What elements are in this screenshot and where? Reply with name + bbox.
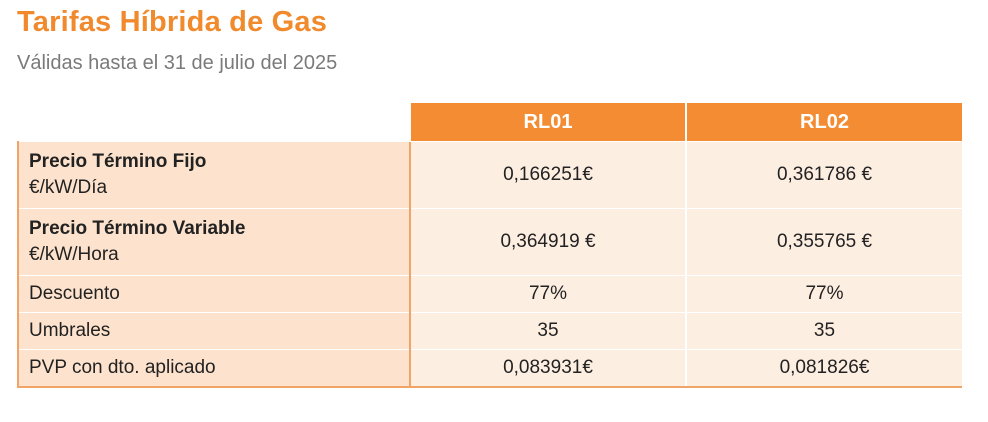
row-label: Precio Término Variable	[29, 218, 246, 239]
row-label: Umbrales	[17, 312, 411, 350]
table-header-empty	[18, 103, 410, 142]
cell-rl01: 0,364919 €	[409, 208, 686, 276]
cell-rl01: 35	[409, 312, 686, 350]
table-header-row: RL01 RL02	[18, 103, 962, 142]
cell-rl02: 0,081826€	[685, 349, 962, 388]
row-label: Precio Término Fijo	[29, 151, 207, 172]
cell-rl01: 0,083931€	[409, 349, 686, 388]
cell-rl02: 0,355765 €	[685, 208, 962, 276]
table-row-variable-term: Precio Término Variable €/kW/Hora 0,3649…	[17, 208, 962, 276]
tariff-table: RL01 RL02 Precio Término Fijo €/kW/Día 0…	[17, 103, 962, 388]
row-label: PVP con dto. aplicado	[17, 349, 411, 388]
row-unit: €/kW/Hora	[29, 244, 119, 265]
page-subtitle: Válidas hasta el 31 de julio del 2025	[17, 52, 338, 74]
cell-rl02: 0,361786 €	[685, 141, 962, 209]
cell-rl01: 77%	[409, 275, 686, 313]
row-label-cell: Precio Término Variable €/kW/Hora	[17, 208, 411, 276]
column-header-rl02: RL02	[685, 103, 962, 142]
table-row-fixed-term: Precio Término Fijo €/kW/Día 0,166251€ 0…	[17, 141, 962, 209]
cell-rl01: 0,166251€	[409, 141, 686, 209]
table-row-thresholds: Umbrales 35 35	[17, 312, 962, 350]
column-header-rl01: RL01	[409, 103, 686, 142]
page-title: Tarifas Híbrida de Gas	[17, 6, 328, 38]
row-label-cell: Precio Término Fijo €/kW/Día	[17, 141, 411, 209]
cell-rl02: 35	[685, 312, 962, 350]
cell-rl02: 77%	[685, 275, 962, 313]
row-label: Descuento	[17, 275, 411, 313]
row-unit: €/kW/Día	[29, 177, 108, 198]
table-row-price-discounted: PVP con dto. aplicado 0,083931€ 0,081826…	[17, 349, 962, 388]
table-row-discount: Descuento 77% 77%	[17, 275, 962, 313]
